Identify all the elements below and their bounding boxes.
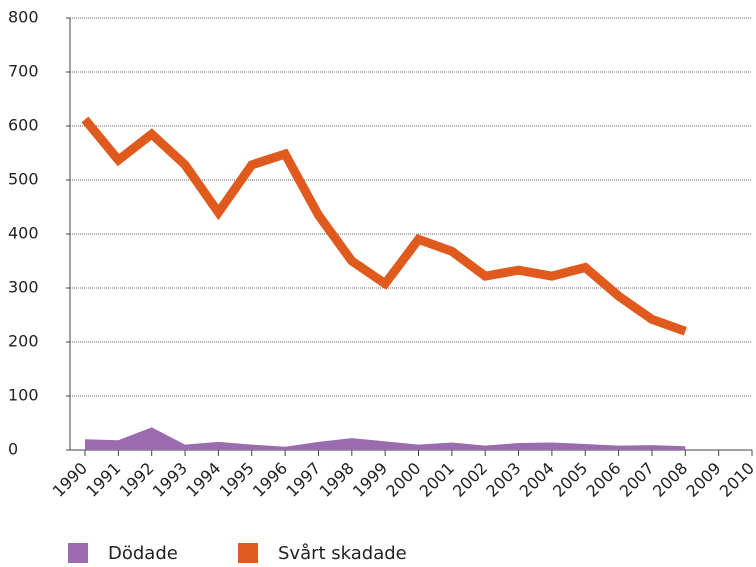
y-tick-label: 800 xyxy=(8,8,39,27)
x-tick-label: 2004 xyxy=(516,459,558,501)
x-tick-label: 2000 xyxy=(382,459,424,501)
x-tick-label: 2008 xyxy=(649,459,691,501)
x-tick-label: 1993 xyxy=(149,459,191,501)
x-tick-label: 1999 xyxy=(349,459,391,501)
x-tick-label: 2010 xyxy=(716,459,756,501)
x-tick-label: 1996 xyxy=(249,459,291,501)
legend-swatch xyxy=(238,543,258,563)
legend-label: Svårt skadade xyxy=(278,543,407,564)
y-tick-label: 500 xyxy=(8,170,39,189)
x-tick-label: 1994 xyxy=(182,459,224,501)
y-tick-label: 200 xyxy=(8,332,39,351)
y-tick-label: 700 xyxy=(8,62,39,81)
x-tick-label: 1998 xyxy=(316,459,358,501)
y-tick-label: 400 xyxy=(8,224,39,243)
x-tick-label: 2009 xyxy=(682,459,724,501)
x-tick-label: 1991 xyxy=(82,459,124,501)
area xyxy=(85,427,686,450)
y-tick-label: 0 xyxy=(8,440,18,459)
x-tick-label: 2006 xyxy=(582,459,624,501)
line xyxy=(81,116,687,336)
x-tick-label: 1992 xyxy=(115,459,157,501)
y-tick-label: 100 xyxy=(8,386,39,405)
x-tick-label: 2003 xyxy=(482,459,524,501)
x-tick-label: 2001 xyxy=(416,459,458,501)
y-tick-label: 600 xyxy=(8,116,39,135)
x-tick-label: 2002 xyxy=(449,459,491,501)
x-tick-label: 1995 xyxy=(216,459,258,501)
y-tick-label: 300 xyxy=(8,278,39,297)
x-tick-label: 2005 xyxy=(549,459,591,501)
legend-swatch xyxy=(68,543,88,563)
legend-label: Dödade xyxy=(108,543,178,564)
x-tick-label: 1990 xyxy=(49,459,91,501)
x-tick-label: 2007 xyxy=(616,459,658,501)
x-tick-label: 1997 xyxy=(282,459,324,501)
